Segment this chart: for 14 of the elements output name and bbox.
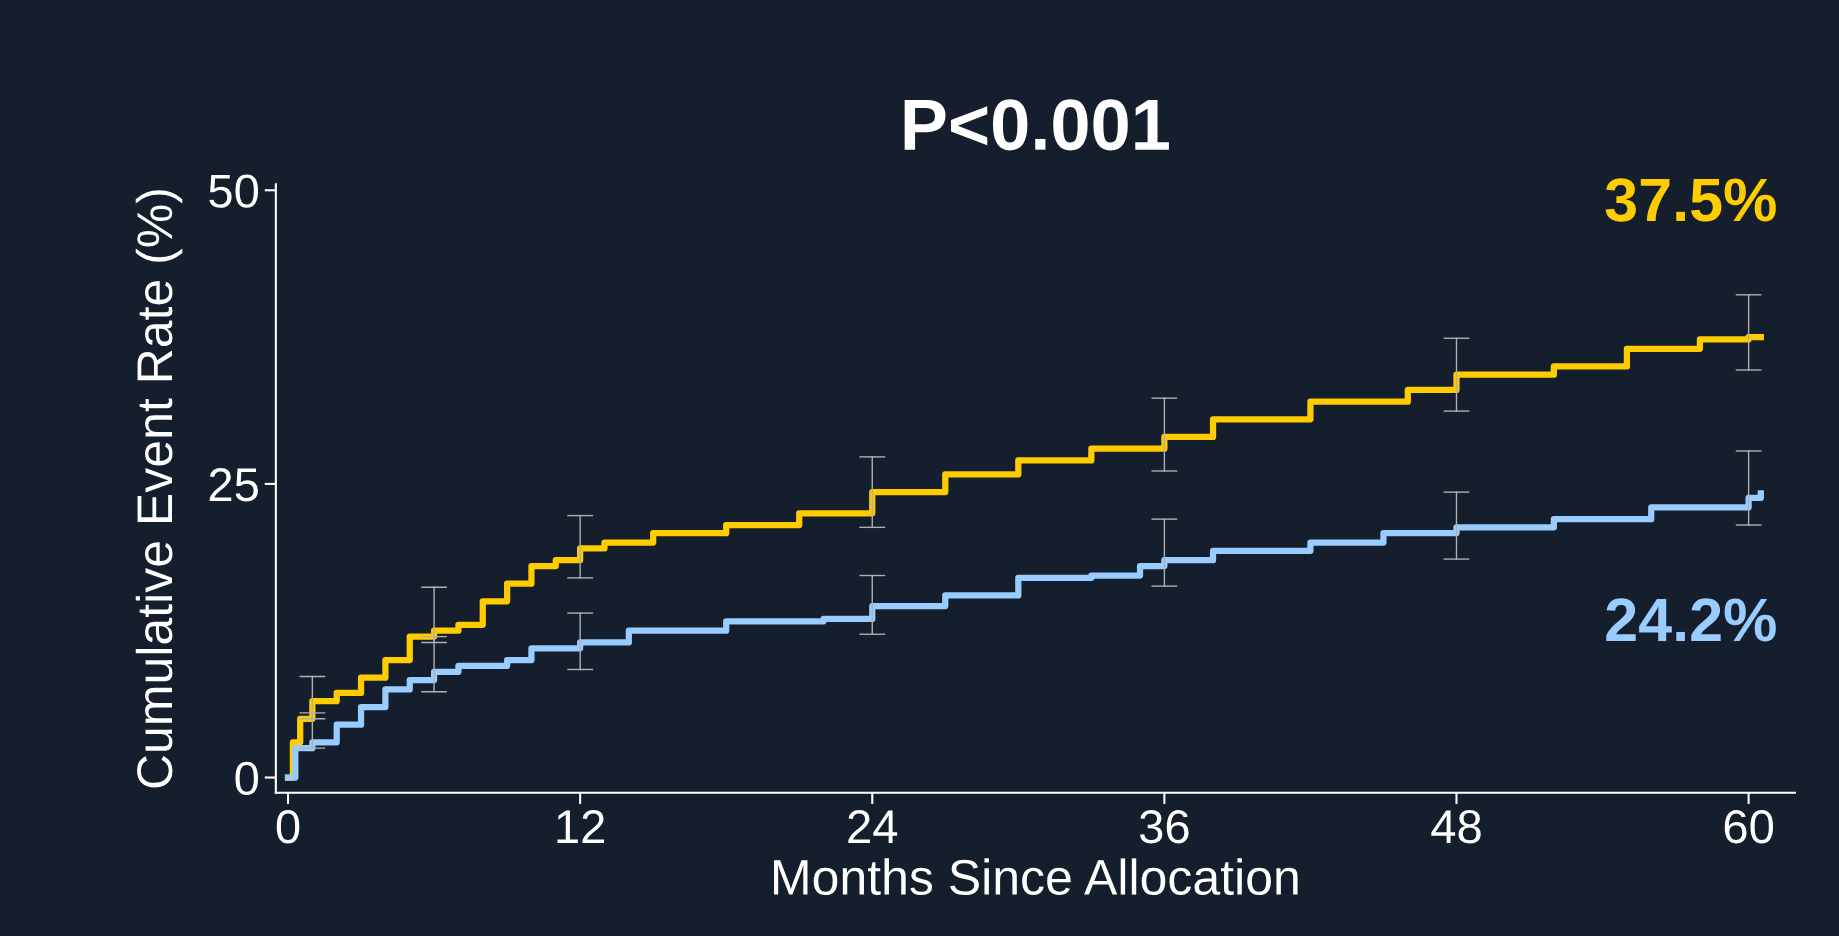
x-tick-label: 0 — [276, 810, 300, 844]
x-tick-label: 60 — [1724, 810, 1774, 844]
x-tick-label: 48 — [1431, 810, 1481, 844]
x-tick-label: 12 — [557, 810, 605, 843]
x-axis-title: Months Since Allocation — [774, 858, 1298, 896]
x-tick-label: 24 — [848, 810, 898, 843]
y-tick-label: 0 — [235, 761, 259, 796]
data-label: 37.5% — [1605, 178, 1776, 222]
chart-title: P<0.001 — [904, 99, 1169, 151]
y-tick-label: 50 — [209, 174, 259, 208]
y-axis-title: Cumulative Event Rate (%) — [135, 190, 183, 788]
x-tick-label: 36 — [1139, 810, 1189, 844]
y-tick-label: 25 — [209, 468, 258, 502]
data-label: 24.2% — [1606, 598, 1776, 642]
